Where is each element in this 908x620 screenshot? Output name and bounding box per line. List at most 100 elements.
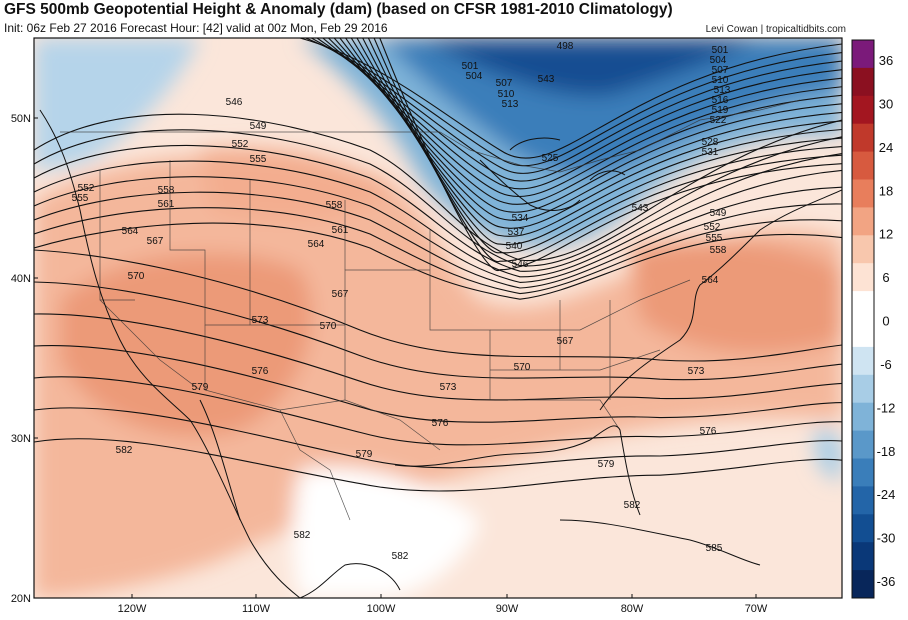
- contour-label: 546: [226, 97, 243, 108]
- contour-label: 513: [714, 85, 731, 96]
- height-contour: [311, 38, 842, 174]
- height-contour: [34, 113, 842, 262]
- height-contour: [34, 207, 842, 295]
- height-contour: [34, 144, 842, 272]
- contour-label: 555: [250, 154, 267, 165]
- colorbar-swatch: [852, 430, 874, 459]
- colorbar-swatch: [852, 570, 874, 599]
- colorbar-swatch: [852, 486, 874, 515]
- colorbar-frame: [851, 39, 875, 599]
- colorbar-swatch: [852, 235, 874, 264]
- contour-label: 552: [78, 183, 95, 194]
- contour-label: 573: [252, 315, 269, 326]
- height-contour: [299, 38, 842, 159]
- colorbar-swatch: [852, 207, 874, 236]
- anomaly-colorbar: 36 30 24 18 12 6 0 -6 -12 -18 -24 -30 -36: [851, 39, 896, 599]
- colorbar-tick-label: -18: [877, 444, 896, 459]
- contour-label: 582: [392, 551, 409, 562]
- contour-label: 558: [158, 185, 175, 196]
- contour-label: 576: [700, 426, 717, 437]
- colorbar-tick-label: 36: [879, 53, 893, 68]
- colorbar-tick-label: -24: [877, 487, 896, 502]
- height-contour: [305, 38, 842, 167]
- forecast-info: Init: 06z Feb 27 2016 Forecast Hour: [42…: [4, 21, 388, 35]
- contour-label: 582: [294, 530, 311, 541]
- height-contour: [34, 407, 842, 469]
- contour-label: 498: [557, 41, 574, 52]
- height-contour: [34, 176, 842, 283]
- height-contour: [373, 38, 842, 263]
- contour-label: 525: [542, 153, 559, 164]
- colorbar-tick-label: 18: [879, 183, 893, 198]
- height-contour: [34, 438, 842, 492]
- contour-label: 570: [128, 271, 145, 282]
- colorbar-swatch: [852, 151, 874, 180]
- height-contour: [34, 345, 842, 423]
- coastlines: [39, 109, 842, 598]
- lon-label: 110W: [242, 603, 271, 615]
- colorbar-tick-label: 6: [882, 270, 889, 285]
- colorbar-swatch: [852, 123, 874, 153]
- lat-label: 20N: [11, 593, 31, 605]
- contour-label: 510: [712, 75, 729, 86]
- contour-label: 510: [498, 89, 515, 100]
- contour-label: 582: [116, 445, 133, 456]
- contour-label: 567: [557, 336, 574, 347]
- contour-label: 522: [710, 115, 727, 126]
- contour-label: 540: [506, 241, 523, 252]
- contour-label: 579: [356, 449, 373, 460]
- contour-label: 552: [232, 139, 249, 150]
- colorbar-swatch: [852, 40, 874, 69]
- colorbar-tick-label: 0: [882, 314, 889, 329]
- lat-label: 50N: [11, 113, 31, 125]
- colorbar-swatch: [852, 291, 874, 320]
- contour-label: 504: [466, 71, 483, 82]
- contour-label: 528: [702, 137, 719, 148]
- colorbar-swatch: [852, 458, 874, 487]
- colorbar-swatch: [852, 346, 874, 376]
- height-contour: [34, 376, 842, 446]
- colorbar-tick-label: -30: [877, 531, 896, 546]
- credit-text: Levi Cowan | tropicaltidbits.com: [705, 24, 846, 35]
- height-contour: [316, 38, 842, 182]
- lon-label: 70W: [745, 603, 768, 615]
- colorbar-swatch: [852, 263, 874, 292]
- height-contour: [379, 38, 842, 272]
- height-contour: [34, 313, 842, 401]
- contour-label: 504: [710, 55, 727, 66]
- lon-label: 80W: [621, 603, 644, 615]
- colorbar-tick-label: 30: [879, 96, 893, 111]
- contour-label: 561: [158, 199, 175, 210]
- contour-label: 579: [598, 459, 615, 470]
- political-borders: [60, 99, 801, 521]
- colorbar-tick-label: -36: [877, 574, 896, 589]
- contour-label: 519: [712, 105, 729, 116]
- contour-label: 576: [252, 366, 269, 377]
- colorbar-tick-label: 24: [879, 140, 893, 155]
- colorbar-swatch: [852, 179, 874, 208]
- contour-label: 576: [432, 418, 449, 429]
- height-contour: [34, 160, 842, 278]
- contour-label: 531: [702, 147, 719, 158]
- height-contour: [34, 281, 842, 381]
- latitude-labels: 50N 40N 30N 20N: [11, 113, 38, 605]
- contour-label: 543: [538, 74, 555, 85]
- contour-label: 513: [502, 99, 519, 110]
- lon-label: 100W: [367, 603, 396, 615]
- contour-label: 501: [712, 45, 729, 56]
- contour-label: 507: [712, 65, 729, 76]
- contour-label: 570: [514, 362, 531, 373]
- contour-label: 501: [462, 61, 479, 72]
- lon-label: 90W: [496, 603, 519, 615]
- height-contour: [34, 249, 842, 362]
- contour-label: 573: [688, 366, 705, 377]
- colorbar-tick-label: 12: [879, 227, 893, 242]
- colorbar-swatch: [852, 374, 874, 404]
- contour-label: 543: [632, 203, 649, 214]
- height-contour: [34, 222, 842, 300]
- contour-label: 564: [308, 239, 325, 250]
- chart-title: GFS 500mb Geopotential Height & Anomaly …: [4, 1, 673, 18]
- contour-label: 534: [512, 213, 529, 224]
- contour-label: 561: [332, 225, 349, 236]
